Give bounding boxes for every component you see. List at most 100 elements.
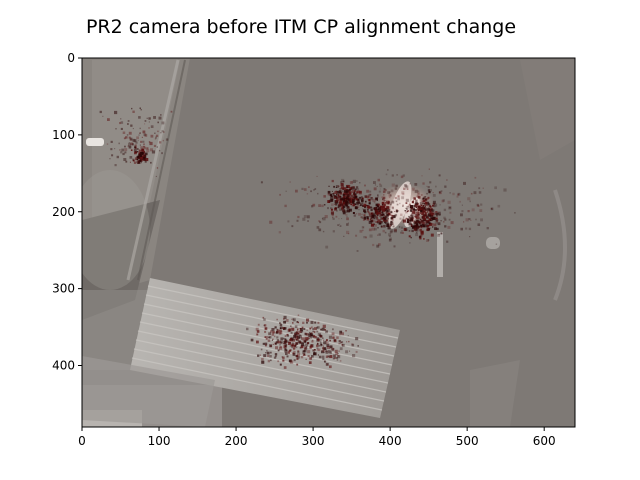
- speckle-dot: [430, 233, 434, 237]
- speckle-dot: [340, 181, 343, 184]
- speckle-dot: [334, 195, 337, 197]
- speckle-dot: [388, 238, 392, 242]
- speckle-dot: [421, 217, 423, 219]
- speckle-dot: [262, 316, 265, 319]
- speckle-dot: [436, 217, 438, 220]
- speckle-dot: [431, 209, 435, 212]
- speckle-dot: [413, 197, 416, 200]
- speckle-dot: [264, 327, 268, 330]
- speckle-dot: [279, 323, 283, 327]
- speckle-dot: [419, 228, 422, 232]
- speckle-dot: [409, 183, 411, 185]
- speckle-dot: [382, 204, 384, 206]
- speckle-dot: [330, 196, 334, 200]
- speckle-dot: [359, 196, 361, 199]
- speckle-dot: [124, 151, 127, 154]
- speckle-dot: [369, 218, 371, 220]
- speckle-dot: [344, 200, 348, 204]
- speckle-dot: [336, 359, 339, 361]
- speckle-dot: [356, 188, 360, 191]
- speckle-dot: [482, 187, 484, 189]
- speckle-dot: [402, 193, 405, 196]
- speckle-dot: [486, 227, 489, 230]
- speckle-dot: [288, 328, 291, 331]
- speckle-dot: [312, 203, 316, 207]
- speckle-dot: [414, 214, 418, 217]
- speckle-dot: [330, 198, 334, 202]
- speckle-dot: [387, 191, 390, 194]
- speckle-dot: [323, 341, 327, 345]
- speckle-dot: [284, 348, 287, 351]
- speckle-dot: [395, 184, 398, 188]
- speckle-dot: [351, 186, 355, 190]
- speckle-dot: [305, 346, 307, 348]
- speckle-dot: [296, 354, 299, 357]
- speckle-dot: [362, 205, 364, 207]
- speckle-dot: [398, 226, 401, 228]
- speckle-dot: [322, 347, 325, 350]
- speckle-dot: [144, 134, 148, 137]
- speckle-dot: [388, 200, 391, 203]
- speckle-dot: [311, 334, 314, 337]
- speckle-dot: [394, 211, 396, 212]
- speckle-dot: [391, 214, 394, 217]
- speckle-dot: [279, 346, 282, 348]
- speckle-dot: [323, 345, 324, 347]
- speckle-dot: [401, 231, 404, 234]
- speckle-dot: [337, 196, 340, 199]
- speckle-dot: [298, 341, 302, 344]
- speckle-dot: [344, 202, 347, 206]
- speckle-dot: [279, 331, 283, 334]
- speckle-dot: [378, 210, 381, 213]
- speckle-dot: [461, 204, 463, 206]
- speckle-dot: [366, 205, 370, 209]
- speckle-dot: [417, 192, 420, 195]
- speckle-dot: [336, 209, 338, 212]
- speckle-dot: [443, 208, 447, 212]
- speckle-dot: [327, 207, 329, 210]
- speckle-dot: [415, 228, 419, 232]
- speckle-dot: [322, 349, 325, 352]
- speckle-dot: [307, 333, 310, 335]
- speckle-dot: [307, 220, 309, 222]
- speckle-dot: [338, 340, 341, 343]
- speckle-dot: [311, 340, 314, 343]
- speckle-dot: [366, 216, 369, 219]
- speckle-dot: [449, 211, 452, 214]
- speckle-dot: [139, 144, 141, 146]
- speckle-dot: [366, 208, 369, 211]
- speckle-dot: [430, 209, 433, 212]
- speckle-dot: [387, 222, 390, 226]
- speckle-dot: [364, 200, 367, 203]
- speckle-dot: [347, 233, 350, 235]
- speckle-dot: [292, 352, 295, 355]
- speckle-dot: [449, 192, 451, 194]
- speckle-dot: [342, 209, 346, 213]
- speckle-dot: [433, 203, 438, 207]
- speckle-dot: [331, 190, 333, 192]
- speckle-dot: [371, 198, 374, 201]
- speckle-dot: [381, 206, 384, 209]
- speckle-dot: [372, 219, 376, 223]
- speckle-dot: [287, 342, 291, 345]
- speckle-dot: [301, 337, 305, 341]
- speckle-dot: [430, 215, 434, 219]
- speckle-dot: [132, 159, 135, 162]
- speckle-dot: [427, 217, 429, 219]
- speckle-dot: [345, 193, 348, 196]
- speckle-dot: [386, 224, 390, 227]
- speckle-dot: [418, 221, 421, 224]
- speckle-dot: [327, 355, 330, 358]
- speckle-dot: [385, 216, 388, 219]
- speckle-dot: [465, 218, 469, 222]
- speckle-dot: [418, 206, 420, 209]
- speckle-dot: [410, 210, 412, 213]
- speckle-dot: [279, 346, 283, 350]
- speckle-dot: [349, 186, 353, 190]
- speckle-dot: [374, 227, 377, 231]
- speckle-dot: [477, 204, 480, 207]
- speckle-dot: [424, 198, 428, 201]
- speckle-dot: [296, 335, 298, 337]
- speckle-dot: [414, 199, 418, 203]
- speckle-dot: [260, 348, 263, 351]
